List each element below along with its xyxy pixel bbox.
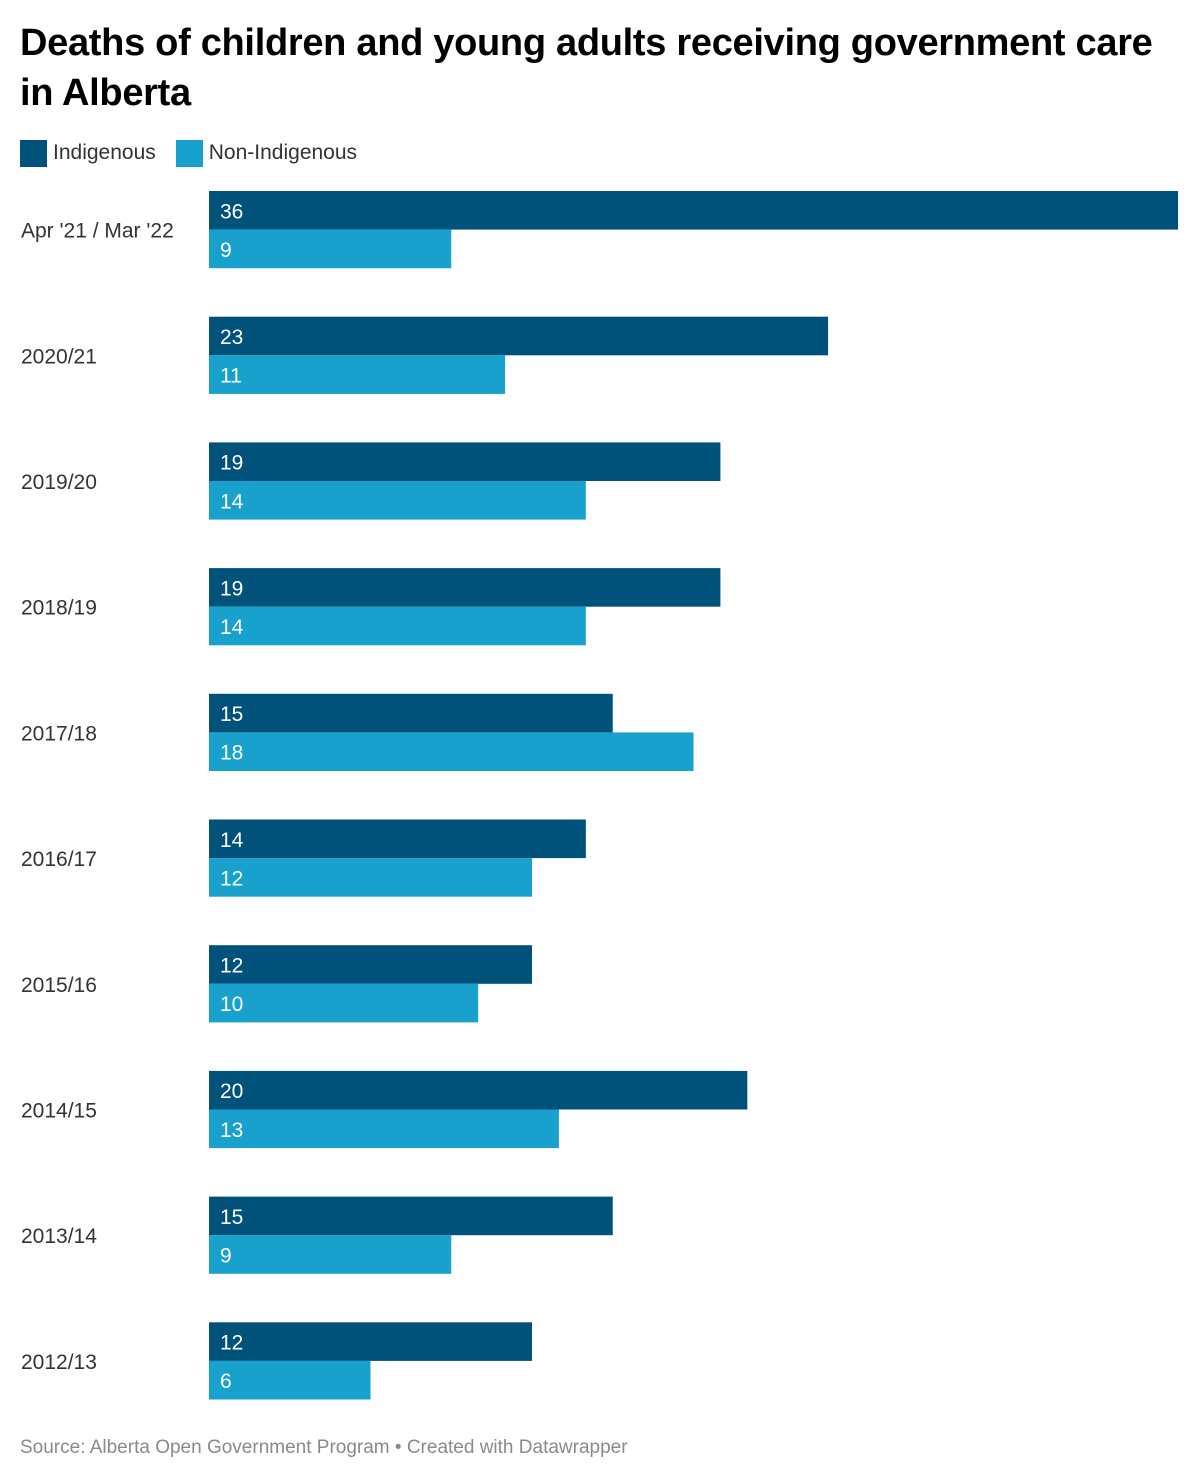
- legend-swatch-non-indigenous: [175, 139, 203, 167]
- bar-indigenous: [209, 316, 829, 356]
- data-label-indigenous: 19: [220, 577, 243, 600]
- data-label-indigenous: 12: [220, 955, 243, 978]
- bar-group-2017-18: 2017/18 15 18: [21, 693, 694, 771]
- bar-non-indigenous: [209, 858, 532, 897]
- bar-non-indigenous: [209, 1109, 559, 1149]
- source-note: Source: Alberta Open Government Program …: [20, 1437, 628, 1458]
- category-label: Apr '21 / Mar '22: [21, 220, 174, 243]
- legend-item-non-indigenous: Non-Indigenous: [175, 139, 358, 167]
- data-label-non-indigenous: 9: [220, 239, 232, 262]
- data-label-non-indigenous: 11: [220, 365, 242, 388]
- bar-indigenous: [209, 819, 586, 859]
- bar-non-indigenous: [209, 481, 586, 520]
- category-label: 2013/14: [21, 1225, 97, 1248]
- bar-group-2020-21: 2020/21 23 11: [21, 316, 829, 394]
- category-label: 2017/18: [21, 722, 97, 745]
- data-label-indigenous: 15: [220, 1206, 243, 1229]
- data-label-indigenous: 23: [220, 326, 243, 349]
- data-label-non-indigenous: 6: [220, 1370, 232, 1393]
- bar-non-indigenous: [209, 355, 506, 394]
- bar-group-2015-16: 2015/16 12 10: [21, 945, 532, 1023]
- bar-non-indigenous: [209, 732, 694, 771]
- data-label-non-indigenous: 9: [220, 1245, 232, 1268]
- legend: Indigenous Non-Indigenous: [20, 139, 377, 167]
- legend-item-indigenous: Indigenous: [20, 139, 156, 167]
- data-label-indigenous: 12: [220, 1332, 243, 1355]
- data-label-indigenous: 14: [220, 829, 244, 852]
- data-label-indigenous: 20: [220, 1080, 243, 1103]
- data-label-non-indigenous: 18: [220, 742, 243, 765]
- bar-non-indigenous: [209, 983, 479, 1023]
- chart-title: Deaths of children and young adults rece…: [20, 22, 1153, 114]
- bar-indigenous: [209, 191, 1178, 230]
- bar-non-indigenous: [209, 1360, 371, 1400]
- data-label-non-indigenous: 10: [220, 993, 243, 1016]
- bar-indigenous: [209, 1322, 532, 1361]
- category-label: 2012/13: [21, 1351, 97, 1374]
- legend-label-indigenous: Indigenous: [53, 141, 156, 164]
- data-label-non-indigenous: 12: [220, 867, 243, 890]
- bar-indigenous: [209, 1070, 748, 1110]
- data-label-indigenous: 36: [220, 200, 243, 223]
- legend-label-non-indigenous: Non-Indigenous: [208, 141, 358, 164]
- bar-group-2014-15: 2014/15 20 13: [21, 1070, 748, 1149]
- data-label-non-indigenous: 14: [220, 490, 244, 513]
- bar-group-2013-14: 2013/14 15 9: [21, 1196, 613, 1274]
- bar-group-2018-19: 2018/19 19 14: [21, 568, 721, 646]
- data-label-non-indigenous: 14: [220, 616, 244, 639]
- bar-non-indigenous: [209, 229, 452, 269]
- bar-indigenous: [209, 568, 721, 607]
- category-label: 2020/21: [21, 345, 97, 368]
- bar-group-2016-17: 2016/17 14 12: [21, 819, 586, 897]
- bar-group-apr-21-mar-22: Apr '21 / Mar '22 36 9: [21, 191, 1178, 269]
- data-label-non-indigenous: 13: [220, 1119, 243, 1142]
- bar-group-2019-20: 2019/20 19 14: [21, 442, 721, 520]
- legend-swatch-indigenous: [20, 139, 47, 167]
- category-label: 2015/16: [21, 974, 97, 997]
- bar-indigenous: [209, 945, 532, 984]
- category-label: 2014/15: [21, 1100, 97, 1123]
- bar-indigenous: [209, 693, 613, 733]
- category-label: 2019/20: [21, 471, 97, 494]
- bar-indigenous: [209, 442, 721, 481]
- data-label-indigenous: 15: [220, 703, 243, 726]
- bar-indigenous: [209, 1196, 613, 1236]
- category-label: 2018/19: [21, 597, 97, 620]
- category-label: 2016/17: [21, 848, 97, 871]
- bar-non-indigenous: [209, 1235, 452, 1274]
- bar-chart: Apr '21 / Mar '22 36 9 2020/21 23 11 2019/20 19…: [21, 191, 1178, 1400]
- bar-group-2012-13: 2012/13 12 6: [21, 1322, 532, 1400]
- bar-non-indigenous: [209, 606, 586, 646]
- data-label-indigenous: 19: [220, 452, 243, 475]
